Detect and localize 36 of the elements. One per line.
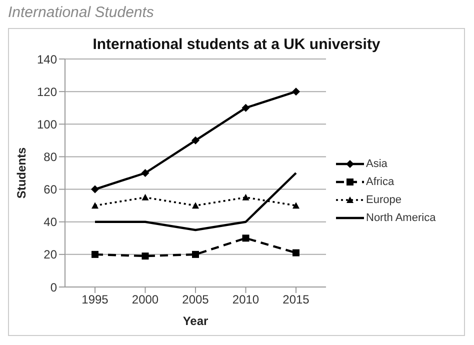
legend-label: Europe xyxy=(366,194,402,206)
legend-label: Africa xyxy=(366,176,394,188)
chart-subtitle: International students at a UK university xyxy=(92,36,382,53)
y-tick-label: 20 xyxy=(44,248,58,262)
point xyxy=(192,250,199,258)
y-tick-label: 140 xyxy=(36,52,58,66)
point xyxy=(292,88,300,96)
point xyxy=(92,202,98,209)
point xyxy=(92,250,98,258)
chart-title: International Students xyxy=(8,4,155,23)
y-tick-label: 40 xyxy=(44,215,58,230)
legend-label: Asia xyxy=(366,158,388,170)
point xyxy=(242,194,250,200)
x-axis-title: Year xyxy=(182,314,209,328)
y-tick-label: 0 xyxy=(50,280,58,294)
point xyxy=(192,202,199,209)
y-tick-label: 120 xyxy=(36,84,58,99)
legend-label: North America xyxy=(366,212,436,224)
point xyxy=(141,169,150,177)
point xyxy=(91,185,99,194)
y-tick-label: 60 xyxy=(44,182,58,197)
x-tick-label: 1995 xyxy=(82,292,109,307)
point xyxy=(142,252,149,260)
point xyxy=(192,136,200,144)
x-tick-label: 2000 xyxy=(132,292,159,307)
y-tick-label: 100 xyxy=(36,117,58,132)
x-tick-label: 2010 xyxy=(232,292,260,307)
point xyxy=(292,202,300,209)
x-tick-label: 2015 xyxy=(282,292,310,307)
y-axis-title: Students xyxy=(14,147,28,199)
point xyxy=(292,249,300,256)
point xyxy=(242,234,250,242)
y-tick-label: 80 xyxy=(44,150,58,164)
point xyxy=(142,194,149,200)
point xyxy=(242,104,250,112)
x-tick-label: 2005 xyxy=(182,292,210,307)
